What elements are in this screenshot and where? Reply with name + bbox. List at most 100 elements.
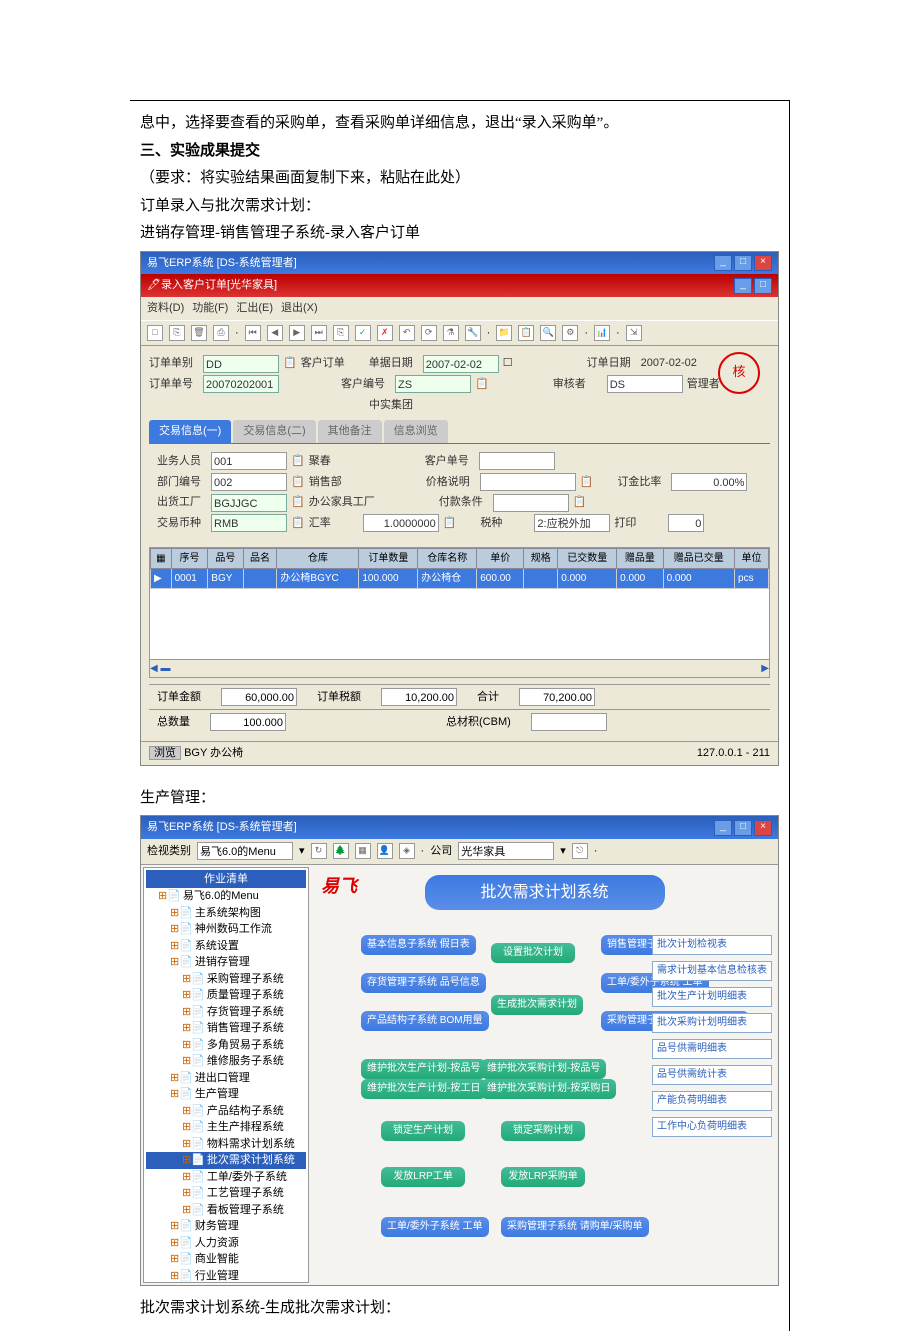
tree-item[interactable]: ⊞📄看板管理子系统 bbox=[146, 1202, 306, 1219]
del-icon[interactable]: 🗑 bbox=[191, 325, 207, 341]
tree-item[interactable]: ⊞📄多角贸易子系统 bbox=[146, 1037, 306, 1054]
copy-icon[interactable]: ⎘ bbox=[333, 325, 349, 341]
node-bom[interactable]: 产品结构子系统 BOM用量 bbox=[361, 1011, 489, 1031]
order-grid[interactable]: ▦序号品号品名仓库订单数量仓库名称单价规格已交数量赠品量赠品已交量单位▶0001… bbox=[149, 547, 770, 678]
paste-icon[interactable]: 📋 bbox=[518, 325, 534, 341]
cancel-icon[interactable]: ✗ bbox=[377, 325, 393, 341]
inp-docdate[interactable]: 2007-02-02 bbox=[423, 355, 499, 373]
search-icon[interactable]: 🔍 bbox=[540, 325, 556, 341]
col-head[interactable]: 已交数量 bbox=[558, 548, 617, 568]
chart-icon[interactable]: 📊 bbox=[594, 325, 610, 341]
node-rel2[interactable]: 发放LRP采购单 bbox=[501, 1167, 585, 1187]
inp-rate[interactable]: 1.0000000 bbox=[363, 514, 439, 532]
report-item[interactable]: 品号供需统计表 bbox=[652, 1065, 772, 1085]
tree-item[interactable]: ⊞📄批次需求计划系统 bbox=[146, 1152, 306, 1169]
col-head[interactable]: 单位 bbox=[735, 548, 769, 568]
tree-item[interactable]: ⊞📄采购管理子系统 bbox=[146, 971, 306, 988]
inp-sales[interactable]: 001 bbox=[211, 452, 287, 470]
close-icon[interactable]: × bbox=[754, 820, 772, 836]
gear-icon[interactable]: ⚙ bbox=[562, 325, 578, 341]
node-m9[interactable]: 维护批次采购计划-按采购日 bbox=[481, 1079, 616, 1099]
inp-tax[interactable]: 2:应税外加 bbox=[534, 514, 610, 532]
max-icon[interactable]: □ bbox=[754, 278, 772, 294]
node-wo[interactable]: 工单/委外子系统 工单 bbox=[381, 1217, 489, 1237]
exit-icon[interactable]: ⎋ bbox=[572, 843, 588, 859]
undo-icon[interactable]: ↶ bbox=[399, 325, 415, 341]
cell[interactable]: 0.000 bbox=[558, 568, 617, 588]
cell[interactable]: 600.00 bbox=[477, 568, 524, 588]
node-inv[interactable]: 存货管理子系统 品号信息 bbox=[361, 973, 486, 993]
export-icon[interactable]: ⇲ bbox=[626, 325, 642, 341]
report-item[interactable]: 批次生产计划明细表 bbox=[652, 987, 772, 1007]
tree-item[interactable]: ⊞📄进出口管理 bbox=[146, 1070, 306, 1087]
node-m8[interactable]: 维护批次生产计划-按工日 bbox=[361, 1079, 486, 1099]
tree-item[interactable]: ⊞📄系统设置 bbox=[146, 938, 306, 955]
tree-item[interactable]: ⊞📄行业管理 bbox=[146, 1268, 306, 1283]
inp-auditor[interactable]: DS bbox=[607, 375, 683, 393]
report-item[interactable]: 需求计划基本信息检核表 bbox=[652, 961, 772, 981]
inp-cur[interactable]: RMB bbox=[211, 514, 287, 532]
max-icon[interactable]: □ bbox=[734, 255, 752, 271]
col-head[interactable]: 仓库 bbox=[277, 548, 359, 568]
next-icon[interactable]: ▶ bbox=[289, 325, 305, 341]
node-m6[interactable]: 维护批次生产计划-按品号 bbox=[361, 1059, 486, 1079]
menu-item[interactable]: 资料(D) bbox=[147, 302, 184, 314]
menu-tree[interactable]: 作业清单 ⊞📄易飞6.0的Menu⊞📄主系统架构图⊞📄神州数码工作流⊞📄系统设置… bbox=[143, 867, 309, 1283]
tree-item[interactable]: ⊞📄主生产排程系统 bbox=[146, 1119, 306, 1136]
col-head[interactable]: 规格 bbox=[524, 548, 558, 568]
cell[interactable]: pcs bbox=[735, 568, 769, 588]
user-icon[interactable]: 👤 bbox=[377, 843, 393, 859]
col-head[interactable]: 赠品已交量 bbox=[663, 548, 734, 568]
inp-print[interactable]: 0 bbox=[668, 514, 704, 532]
new-icon[interactable]: □ bbox=[147, 325, 163, 341]
tree-item[interactable]: ⊞📄物料需求计划系统 bbox=[146, 1136, 306, 1153]
sel-company[interactable]: 光华家具 bbox=[458, 842, 554, 860]
prev-icon[interactable]: ◀ bbox=[267, 325, 283, 341]
folder-icon[interactable]: 📁 bbox=[496, 325, 512, 341]
filter-icon[interactable]: ⚗ bbox=[443, 325, 459, 341]
tree-item[interactable]: ⊞📄主系统架构图 bbox=[146, 905, 306, 922]
menu-item[interactable]: 功能(F) bbox=[192, 302, 228, 314]
inp-dept[interactable]: 002 bbox=[211, 473, 287, 491]
open-icon[interactable]: ⎘ bbox=[169, 325, 185, 341]
menu-item[interactable]: 汇出(E) bbox=[236, 302, 273, 314]
tree-item[interactable]: ⊞📄存货管理子系统 bbox=[146, 1004, 306, 1021]
cell[interactable]: 办公椅BGYC bbox=[277, 568, 359, 588]
close-icon[interactable]: × bbox=[754, 255, 772, 271]
tree-item[interactable]: ⊞📄神州数码工作流 bbox=[146, 921, 306, 938]
inp-fac[interactable]: BGJJGC bbox=[211, 494, 287, 512]
cell[interactable]: BGY bbox=[208, 568, 243, 588]
window-buttons[interactable]: _□× bbox=[714, 255, 772, 271]
tree-item[interactable]: ⊞📄销售管理子系统 bbox=[146, 1020, 306, 1037]
report-item[interactable]: 工作中心负荷明细表 bbox=[652, 1117, 772, 1137]
col-head[interactable]: 赠品量 bbox=[617, 548, 663, 568]
tool-icon[interactable]: 🔧 bbox=[465, 325, 481, 341]
refresh-icon[interactable]: ⟳ bbox=[421, 325, 437, 341]
inp-ordno[interactable]: 20070202001 bbox=[203, 375, 279, 393]
tree-item[interactable]: ⊞📄维修服务子系统 bbox=[146, 1053, 306, 1070]
tree-item[interactable]: ⊞📄易飞6.0的Menu bbox=[146, 888, 306, 905]
inp-deposit[interactable]: 0.00% bbox=[671, 473, 747, 491]
inp-price[interactable] bbox=[480, 473, 576, 491]
min-icon[interactable]: _ bbox=[714, 255, 732, 271]
tree-icon[interactable]: 🌲 bbox=[333, 843, 349, 859]
tree-item[interactable]: ⊞📄人力资源 bbox=[146, 1235, 306, 1252]
tab[interactable]: 交易信息(一) bbox=[149, 420, 231, 443]
col-head[interactable]: 品名 bbox=[243, 548, 277, 568]
tab[interactable]: 其他备注 bbox=[318, 420, 382, 443]
tab[interactable]: 交易信息(二) bbox=[233, 420, 315, 443]
cell[interactable]: 0.000 bbox=[663, 568, 734, 588]
min-icon[interactable]: _ bbox=[734, 278, 752, 294]
node-basic[interactable]: 基本信息子系统 假日表 bbox=[361, 935, 476, 955]
min-icon[interactable]: _ bbox=[714, 820, 732, 836]
prop-icon[interactable]: ◈ bbox=[399, 843, 415, 859]
node-lock2[interactable]: 锁定采购计划 bbox=[501, 1121, 585, 1141]
tree-item[interactable]: ⊞📄财务管理 bbox=[146, 1218, 306, 1235]
inp-custno[interactable]: ZS bbox=[395, 375, 471, 393]
col-head[interactable]: 序号 bbox=[171, 548, 208, 568]
tree-item[interactable]: ⊞📄工单/委外子系统 bbox=[146, 1169, 306, 1186]
card-icon[interactable]: ▦ bbox=[355, 843, 371, 859]
sel-view[interactable]: 易飞6.0的Menu bbox=[197, 842, 293, 860]
col-head[interactable]: 订单数量 bbox=[359, 548, 418, 568]
tab[interactable]: 信息浏览 bbox=[384, 420, 448, 443]
